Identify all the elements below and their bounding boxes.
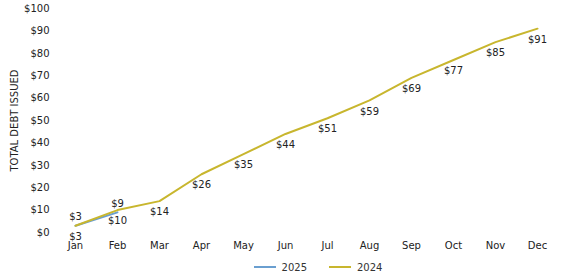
svg-text:$77: $77 (444, 65, 463, 76)
svg-text:Sep: Sep (402, 240, 421, 251)
svg-text:$3: $3 (69, 231, 82, 242)
svg-text:$51: $51 (318, 123, 337, 134)
svg-text:May: May (233, 240, 254, 251)
svg-text:$0: $0 (37, 227, 50, 238)
svg-text:$59: $59 (360, 106, 379, 117)
svg-text:$10: $10 (108, 215, 127, 226)
svg-text:Aug: Aug (360, 240, 380, 251)
svg-text:$44: $44 (276, 139, 295, 150)
svg-text:$85: $85 (486, 47, 505, 58)
svg-text:Jun: Jun (277, 240, 294, 251)
svg-text:Nov: Nov (486, 240, 506, 251)
svg-text:$26: $26 (192, 179, 211, 190)
svg-text:$10: $10 (30, 204, 49, 215)
svg-text:Oct: Oct (445, 240, 462, 251)
svg-text:Dec: Dec (528, 240, 547, 251)
svg-text:$70: $70 (30, 70, 49, 81)
svg-text:$35: $35 (234, 159, 253, 170)
svg-text:$40: $40 (30, 137, 49, 148)
svg-text:$100: $100 (24, 3, 49, 14)
svg-text:$69: $69 (402, 83, 421, 94)
svg-text:$30: $30 (30, 160, 49, 171)
svg-text:Jan: Jan (67, 239, 84, 251)
html-text:2024: 2024 (357, 261, 383, 273)
svg-text:$91: $91 (528, 34, 547, 45)
svg-text:Jul: Jul (320, 240, 333, 251)
svg-text:$50: $50 (30, 115, 49, 126)
html-text:2025: 2025 (281, 261, 307, 273)
svg-text:$9: $9 (111, 198, 124, 209)
svg-text:$80: $80 (30, 48, 49, 59)
svg-text:Feb: Feb (109, 240, 127, 251)
svg-text:$60: $60 (30, 92, 49, 103)
svg-text:$3: $3 (69, 211, 82, 222)
svg-text:Mar: Mar (150, 240, 170, 251)
svg-text:$20: $20 (30, 182, 49, 193)
svg-text:Apr: Apr (193, 240, 211, 251)
svg-text:$90: $90 (30, 25, 49, 36)
svg-text:$14: $14 (150, 206, 169, 217)
svg-text:TOTAL DEBT ISSUED: TOTAL DEBT ISSUED (9, 69, 20, 172)
